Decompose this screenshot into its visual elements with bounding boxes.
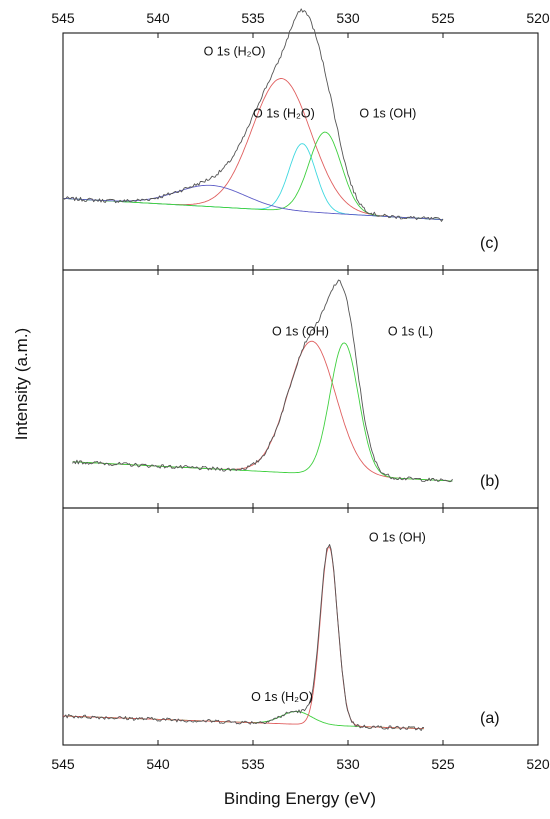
peak-label: O 1s (H₂O): [204, 45, 266, 59]
x-tick-label: 540: [146, 756, 170, 772]
fit-component-1: [63, 546, 424, 730]
top-axis-tick-label: 525: [431, 10, 455, 26]
top-axis-tick-label: 545: [51, 10, 75, 26]
top-axis-tick-label: 530: [336, 10, 360, 26]
peak-label: O 1s (H₂O): [253, 106, 315, 120]
fit-component-1: [72, 342, 453, 482]
x-tick-label: 520: [526, 756, 550, 772]
x-tick-label: 530: [336, 756, 360, 772]
top-axis-tick-label: 535: [241, 10, 265, 26]
x-axis-label: Binding Energy (eV): [224, 789, 376, 808]
measured-spectrum: [62, 544, 425, 731]
peak-label: O 1s (OH): [272, 325, 329, 339]
fit-component-0: [63, 710, 424, 730]
annotations: O 1s (H₂O) O 1s (H₂O) O 1s (OH) (c) O 1s (OH…: [204, 45, 500, 727]
peak-label: O 1s (L): [388, 325, 433, 339]
x-tick-label: 535: [241, 756, 265, 772]
measured-spectrum: [72, 279, 453, 483]
peak-label: O 1s (OH): [369, 530, 426, 544]
top-axis-tick-label: 540: [146, 10, 170, 26]
panel-label: (a): [480, 710, 500, 727]
peak-label: O 1s (OH): [359, 106, 416, 120]
x-axis-ticks: 545 545 540 540 535 535 530 530 525 525 520 520: [51, 10, 550, 772]
panel-label: (b): [480, 473, 500, 490]
fit-component-0: [72, 340, 453, 482]
panel-frame-2: [62, 507, 539, 746]
spectra: [62, 8, 453, 731]
panel-frames: [62, 32, 539, 746]
fit-component-2: [63, 131, 444, 221]
x-tick-label: 545: [51, 756, 75, 772]
fit-component-1: [63, 143, 444, 221]
measured-spectrum: [62, 8, 444, 222]
panel-label: (c): [480, 235, 499, 252]
top-axis-tick-label: 520: [526, 10, 550, 26]
x-tick-label: 525: [431, 756, 455, 772]
y-axis-label: Intensity (a.m.): [12, 328, 31, 440]
panel-frame-0: [62, 32, 539, 271]
fit-component-3: [63, 184, 444, 221]
peak-label: O 1s (H₂O): [251, 690, 313, 704]
